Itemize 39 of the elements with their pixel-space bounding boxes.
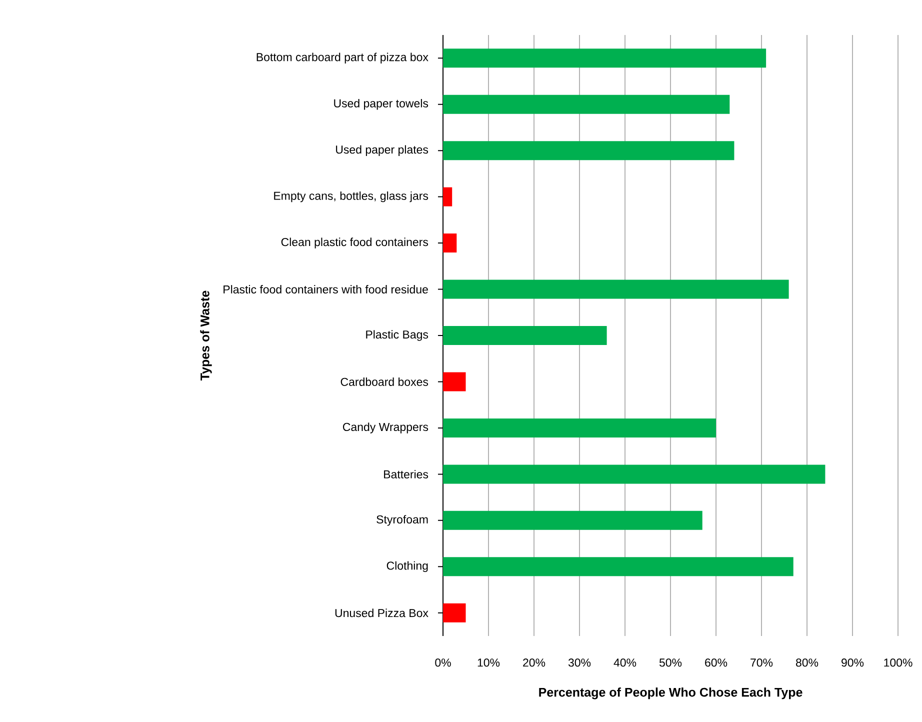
bar bbox=[443, 557, 794, 576]
bar bbox=[443, 48, 766, 68]
y-tick-label: Candy Wrappers bbox=[342, 422, 428, 434]
y-axis-title: Types of Waste bbox=[200, 290, 212, 381]
x-tick-label: 30% bbox=[568, 658, 591, 667]
y-tick-label: Plastic food containers with food residue bbox=[224, 285, 428, 294]
bar bbox=[443, 234, 457, 253]
x-tick-label: 20% bbox=[523, 658, 546, 667]
x-tick-label: 10% bbox=[478, 658, 500, 667]
y-tick-label: Clean plastic food containers bbox=[281, 238, 428, 248]
y-tick-label: Used paper towels bbox=[334, 98, 428, 110]
bar bbox=[443, 280, 789, 299]
bar bbox=[443, 372, 466, 392]
bar bbox=[443, 603, 466, 622]
x-tick-label: 50% bbox=[659, 658, 682, 667]
bar bbox=[443, 187, 452, 206]
x-tick-label: 100% bbox=[884, 658, 912, 667]
y-tick-label: Unused Pizza Box bbox=[335, 608, 428, 618]
y-tick-label: Styrofoam bbox=[376, 515, 428, 526]
x-tick-label: 90% bbox=[842, 658, 864, 667]
x-tick-label: 0% bbox=[435, 658, 451, 667]
bar bbox=[443, 510, 702, 530]
bar bbox=[443, 418, 716, 438]
x-tick-label: 70% bbox=[750, 658, 773, 667]
x-tick-label: 60% bbox=[705, 658, 728, 667]
y-tick-label: Empty cans, bottles, glass jars bbox=[274, 191, 428, 202]
bar bbox=[443, 94, 730, 114]
x-tick-label: 80% bbox=[796, 658, 818, 667]
x-axis-title: Percentage of People Who Chose Each Type bbox=[539, 688, 802, 700]
y-tick-label: Plastic Bags bbox=[366, 330, 428, 341]
y-tick-label: Bottom carboard part of pizza box bbox=[256, 52, 428, 64]
y-tick-label: Clothing bbox=[386, 561, 428, 572]
y-tick-label: Cardboard boxes bbox=[340, 378, 428, 386]
y-tick-label: Batteries bbox=[384, 470, 428, 478]
y-tick-label: Used paper plates bbox=[336, 145, 428, 156]
bar bbox=[443, 326, 607, 346]
bar bbox=[443, 464, 826, 484]
x-tick-label: 40% bbox=[614, 658, 636, 667]
bar bbox=[443, 141, 734, 160]
